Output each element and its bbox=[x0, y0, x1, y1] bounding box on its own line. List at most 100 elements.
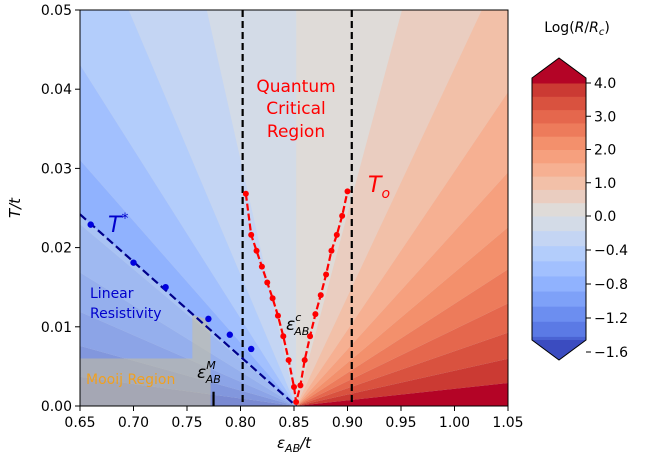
t-star-point-1 bbox=[130, 259, 137, 266]
contour-band-pos-5 bbox=[296, 227, 508, 406]
t-star-point-3 bbox=[205, 315, 212, 323]
colorbar-band-pos-4 bbox=[532, 149, 586, 164]
colorbar-top-extension bbox=[532, 58, 586, 78]
annotation-t-star: T* bbox=[108, 211, 128, 238]
colorbar-tick-label-1: 3.0 bbox=[594, 109, 616, 125]
colorbar-band-neg-0 bbox=[532, 216, 586, 232]
contour-band-pos-0 bbox=[296, 10, 402, 406]
t-o-point-19 bbox=[339, 212, 346, 219]
t-o-point-9 bbox=[291, 383, 297, 390]
y-tick-label-0: 0.00 bbox=[41, 399, 72, 415]
colorbar-band-pos-2 bbox=[532, 176, 586, 190]
colorbar-band-pos-0 bbox=[532, 202, 586, 217]
y-tick-label-1: 0.01 bbox=[41, 320, 72, 336]
colorbar-band-pos-9 bbox=[532, 83, 586, 97]
t-o-point-16 bbox=[323, 271, 330, 278]
colorbar-band-neg-3 bbox=[532, 261, 586, 277]
colorbar-band-neg-4 bbox=[532, 276, 586, 293]
annotation-resistivity: Resistivity bbox=[90, 306, 162, 322]
x-tick-label-4: 0.85 bbox=[278, 415, 309, 431]
colorbar-band-pos-5 bbox=[532, 136, 586, 150]
t-o-point-15 bbox=[317, 292, 324, 299]
t-o-point-3 bbox=[258, 263, 265, 270]
colorbar-title: Log(R/Rc) bbox=[544, 20, 610, 38]
colorbar-tick-label-6: −0.8 bbox=[594, 277, 628, 293]
annotation-region: Region bbox=[267, 122, 325, 142]
contour-band-pos-9 bbox=[296, 358, 508, 406]
colorbar-band-pos-10 bbox=[532, 78, 586, 84]
annotation-linear: Linear bbox=[90, 286, 134, 302]
t-star-point-2 bbox=[162, 284, 169, 291]
contour-band-pos-10 bbox=[296, 382, 508, 406]
t-o-point-13 bbox=[307, 333, 314, 340]
x-tick-label-6: 0.95 bbox=[385, 415, 416, 431]
t-o-point-12 bbox=[301, 357, 308, 364]
colorbar-tick-label-5: −0.4 bbox=[594, 243, 628, 259]
x-axis-label: εAB/t bbox=[277, 434, 312, 455]
contour-band-neg-6 bbox=[80, 272, 297, 406]
colorbar-outline bbox=[531, 57, 587, 361]
annotation-eps-m: εM AB bbox=[197, 359, 221, 386]
contour-band-pos-8 bbox=[296, 332, 508, 406]
colorbar-band-pos-1 bbox=[532, 189, 586, 204]
contour-fills bbox=[80, 10, 508, 406]
colorbar: Log(R/Rc) 4.0 3.0 2.0 1.0 0.0 −0.4 −0.8 −1.2 −1.… bbox=[531, 20, 628, 361]
mooij-region bbox=[80, 314, 211, 406]
contour-band-pos-3 bbox=[296, 92, 508, 406]
y-tick-label-3: 0.03 bbox=[41, 161, 72, 177]
colorbar-band-neg-5 bbox=[532, 291, 586, 308]
x-tick-label-7: 1.00 bbox=[439, 415, 470, 431]
t-o-point-1 bbox=[248, 231, 255, 238]
y-tick-label-4: 0.04 bbox=[41, 82, 72, 98]
x-tick-label-8: 1.05 bbox=[492, 415, 523, 431]
t-o-point-7 bbox=[280, 333, 287, 340]
contour-band-pos-6 bbox=[296, 269, 508, 406]
colorbar-tick-label-2: 2.0 bbox=[594, 143, 616, 159]
contour-band-neg-0 bbox=[206, 10, 297, 406]
colorbar-band-neg-2 bbox=[532, 246, 586, 262]
colorbar-ticks: 4.0 3.0 2.0 1.0 0.0 −0.4 −0.8 −1.2 −1.6 bbox=[586, 76, 628, 361]
x-tick-label-2: 0.75 bbox=[171, 415, 202, 431]
t-star-point-4 bbox=[226, 331, 233, 338]
t-star-point-5 bbox=[248, 345, 255, 353]
y-axis-label: T/t bbox=[6, 197, 24, 218]
x-tick-label-1: 0.70 bbox=[118, 415, 149, 431]
t-o-point-2 bbox=[253, 247, 260, 254]
y-tick-label-2: 0.02 bbox=[41, 241, 72, 257]
colorbar-tick-label-4: 0.0 bbox=[594, 209, 616, 225]
t-o-point-0 bbox=[242, 190, 249, 197]
colorbar-band-neg-7 bbox=[532, 321, 586, 338]
annotation-mooij: Mooij Region bbox=[86, 372, 175, 388]
x-axis-ticks: 0.65 0.70 0.75 0.80 0.85 0.90 0.95 1.00 1.05 bbox=[64, 406, 524, 431]
y-tick-label-5: 0.05 bbox=[41, 3, 72, 19]
colorbar-band-neg-1 bbox=[532, 231, 586, 247]
colorbar-band-pos-7 bbox=[532, 109, 586, 124]
annotation-critical: Critical bbox=[266, 99, 325, 119]
colorbar-band-pos-6 bbox=[532, 122, 586, 137]
contour-band-pos-7 bbox=[296, 303, 508, 406]
colorbar-tick-label-8: −1.6 bbox=[594, 345, 628, 361]
colorbar-band-pos-8 bbox=[532, 96, 586, 111]
colorbar-band-neg-6 bbox=[532, 306, 586, 323]
t-star-line bbox=[80, 213, 297, 406]
t-o-point-11 bbox=[297, 382, 304, 389]
t-o-point-18 bbox=[333, 231, 340, 238]
x-tick-label-0: 0.65 bbox=[64, 415, 95, 431]
colorbar-tick-label-3: 1.0 bbox=[594, 176, 616, 192]
colorbar-bottom-extension bbox=[532, 340, 586, 360]
x-tick-label-5: 0.90 bbox=[332, 415, 363, 431]
annotation-eps-c: εc AB bbox=[286, 311, 309, 338]
colorbar-band-neg-8 bbox=[532, 336, 586, 341]
contour-band-neg-5 bbox=[80, 224, 297, 406]
colorbar-tick-label-0: 4.0 bbox=[594, 76, 616, 92]
colorbar-tick-label-7: −1.2 bbox=[594, 311, 628, 327]
t-star-point-0 bbox=[87, 221, 94, 228]
annotation-t-o: To bbox=[368, 173, 390, 202]
x-tick-label-3: 0.80 bbox=[225, 415, 256, 431]
y-axis-ticks: 0.00 0.01 0.02 0.03 0.04 0.05 bbox=[41, 3, 80, 415]
t-o-point-4 bbox=[264, 279, 271, 286]
contour-band-pos-1 bbox=[296, 10, 482, 406]
overlays bbox=[80, 10, 353, 406]
